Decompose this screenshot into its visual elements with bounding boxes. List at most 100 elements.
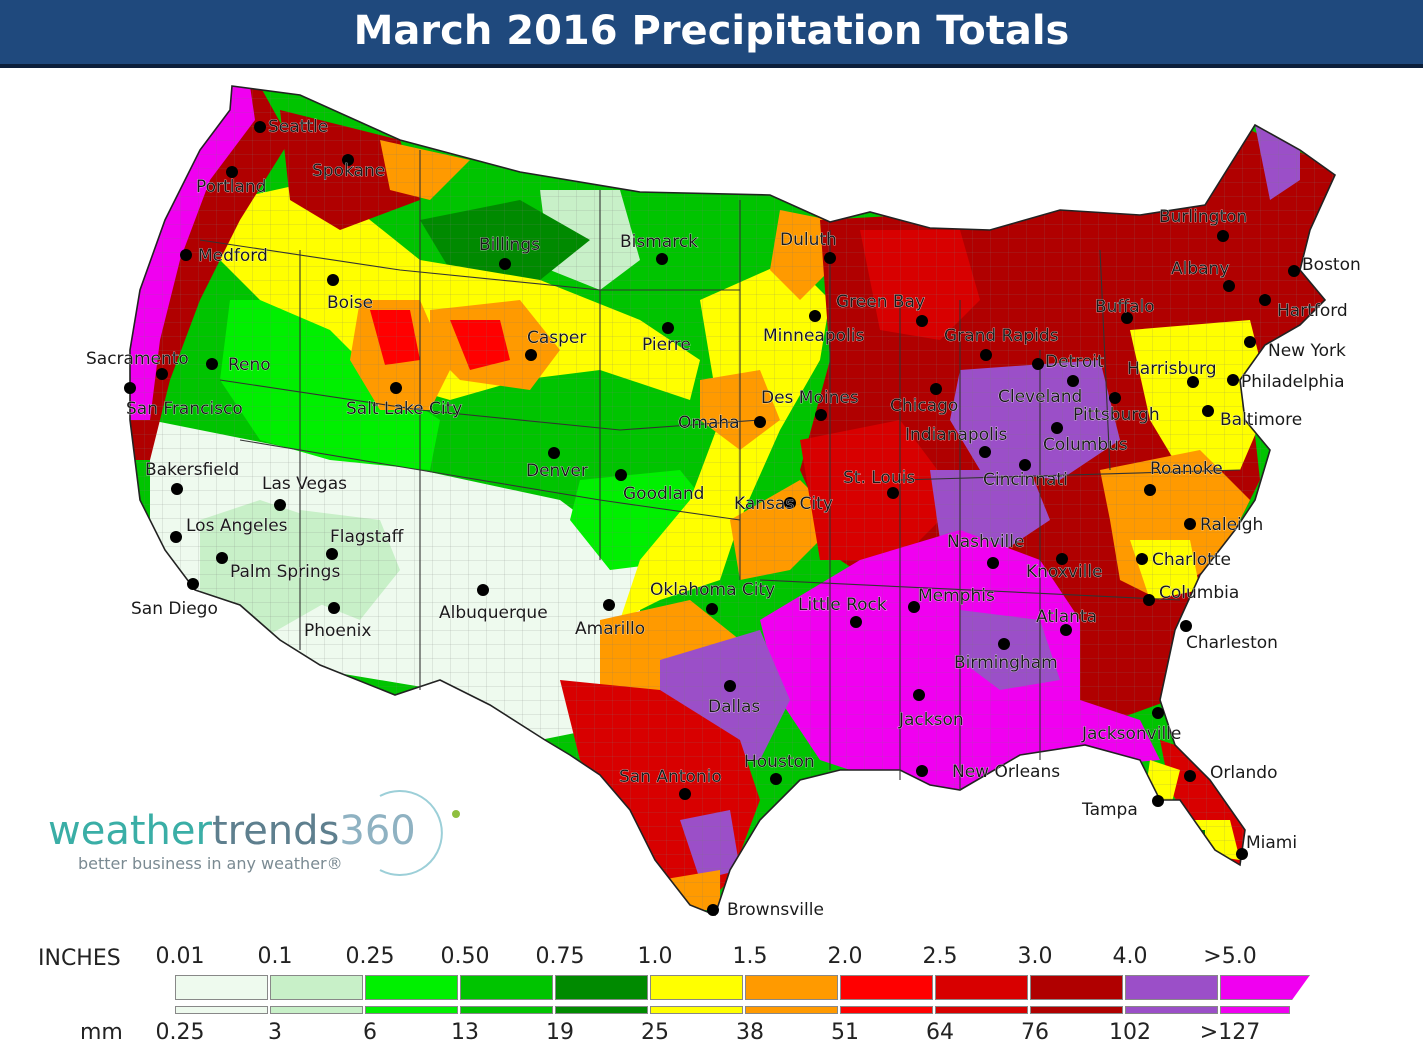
legend-inches-tick: 4.0 [1112, 944, 1148, 969]
city-marker-san-diego [187, 578, 199, 590]
city-marker-portland [226, 166, 238, 178]
city-label-green-bay: Green Bay [836, 292, 925, 312]
legend-swatch-2 [365, 975, 458, 1000]
city-marker-columbia [1143, 594, 1155, 606]
city-marker-new-orleans [916, 765, 928, 777]
city-label-roanoke: Roanoke [1150, 459, 1223, 479]
city-label-detroit: Detroit [1045, 352, 1104, 372]
city-marker-amarillo [603, 599, 615, 611]
legend-inches-tick: 3.0 [1017, 944, 1053, 969]
city-label-albuquerque: Albuquerque [439, 603, 548, 623]
legend-inches-tick: 2.5 [922, 944, 958, 969]
city-label-nashville: Nashville [947, 532, 1024, 552]
legend-inches-tick: 0.50 [440, 944, 490, 969]
city-label-palm-springs: Palm Springs [230, 562, 340, 582]
legend-swatch-mm-9 [1030, 1006, 1123, 1014]
city-marker-boise [327, 274, 339, 286]
city-label-miami: Miami [1246, 833, 1297, 853]
city-label-dallas: Dallas [708, 697, 760, 717]
legend-swatch-0 [175, 975, 268, 1000]
city-marker-salt-lake-city [390, 382, 402, 394]
city-marker-minneapolis [809, 310, 821, 322]
city-label-oklahoma-city: Oklahoma City [650, 580, 775, 600]
city-marker-cincinnati [1019, 459, 1031, 471]
legend-inches-tick: 1.0 [637, 944, 673, 969]
city-marker-medford [180, 249, 192, 261]
city-marker-los-angeles [170, 531, 182, 543]
us-outline [129, 85, 1337, 917]
city-label-jacksonville: Jacksonville [1081, 724, 1181, 744]
city-label-buffalo: Buffalo [1095, 297, 1155, 317]
city-label-los-angeles: Los Angeles [186, 516, 288, 536]
city-marker-hartford [1259, 294, 1271, 306]
legend-inches-tick: 1.5 [732, 944, 768, 969]
city-marker-casper [525, 349, 537, 361]
city-label-portland: Portland [196, 177, 266, 197]
city-label-columbus: Columbus [1043, 435, 1128, 455]
city-label-medford: Medford [198, 246, 268, 266]
city-marker-charleston [1180, 620, 1192, 632]
city-label-albany: Albany [1171, 259, 1229, 279]
city-label-reno: Reno [228, 355, 271, 375]
city-marker-pittsburgh [1109, 392, 1121, 404]
city-marker-kansas-city [784, 497, 796, 509]
city-marker-denver [548, 447, 560, 459]
legend-swatch-6 [745, 975, 838, 1000]
city-label-flagstaff: Flagstaff [330, 527, 405, 547]
city-marker-green-bay [916, 315, 928, 327]
city-marker-birmingham [998, 638, 1010, 650]
city-marker-knoxville [1056, 553, 1068, 565]
legend-swatch-mm-6 [745, 1006, 838, 1014]
city-marker-palm-springs [216, 552, 228, 564]
precipitation-legend: INCHES mm 0.01 0.1 0.25 0.50 0.75 1.0 1.5 2.0 2.… [0, 940, 1423, 1056]
city-label-las-vegas: Las Vegas [262, 474, 347, 494]
city-marker-grand-rapids [980, 349, 992, 361]
city-marker-bismarck [656, 253, 668, 265]
logo-arc-icon [379, 790, 460, 876]
legend-mm-tick: >127 [1199, 1020, 1261, 1045]
city-label-brownsville: Brownsville [727, 900, 824, 920]
city-marker-charlotte [1136, 553, 1148, 565]
city-marker-boston [1288, 265, 1300, 277]
city-label-raleigh: Raleigh [1200, 515, 1263, 535]
city-label-omaha: Omaha [678, 413, 740, 433]
city-marker-albuquerque [477, 584, 489, 596]
legend-inches-tick: 2.0 [827, 944, 863, 969]
logo-brand-360: 360 [339, 808, 416, 854]
city-marker-jacksonville [1152, 707, 1164, 719]
city-label-knoxville: Knoxville [1026, 562, 1103, 582]
city-marker-dallas [724, 680, 736, 692]
city-label-cleveland: Cleveland [998, 387, 1082, 407]
city-label-memphis: Memphis [918, 586, 995, 606]
city-marker-harrisburg [1187, 376, 1199, 388]
city-label-orlando: Orlando [1210, 763, 1277, 783]
legend-swatch-11 [1220, 975, 1310, 1000]
legend-mm-tick: 51 [831, 1020, 859, 1045]
city-marker-little-rock [850, 616, 862, 628]
city-marker-brownsville [707, 904, 719, 916]
legend-swatch-mm-10 [1125, 1006, 1218, 1014]
city-label-minneapolis: Minneapolis [763, 326, 864, 346]
weathertrends360-logo: weathertrends360 better business in any … [48, 780, 478, 880]
legend-mm-label: mm [80, 1020, 123, 1045]
city-label-baltimore: Baltimore [1220, 410, 1302, 430]
city-label-pierre: Pierre [642, 335, 691, 355]
city-marker-reno [206, 358, 218, 370]
city-label-boston: Boston [1302, 255, 1361, 275]
city-marker-san-antonio [679, 788, 691, 800]
legend-mm-tick: 13 [451, 1020, 479, 1045]
city-label-little-rock: Little Rock [798, 595, 887, 615]
city-label-casper: Casper [527, 328, 586, 348]
city-label-des-moines: Des Moines [761, 388, 859, 408]
legend-swatch-5 [650, 975, 743, 1000]
legend-swatch-4 [555, 975, 648, 1000]
legend-swatch-mm-0 [175, 1006, 268, 1014]
legend-inches-label: INCHES [38, 946, 121, 971]
legend-swatch-mm-11 [1220, 1006, 1290, 1014]
city-label-san-antonio: San Antonio [619, 767, 722, 787]
legend-inches-tick: 0.01 [155, 944, 205, 969]
city-marker-nashville [987, 557, 999, 569]
legend-swatch-mm-3 [460, 1006, 553, 1014]
city-marker-buffalo [1121, 312, 1133, 324]
city-label-columbia: Columbia [1159, 583, 1239, 603]
